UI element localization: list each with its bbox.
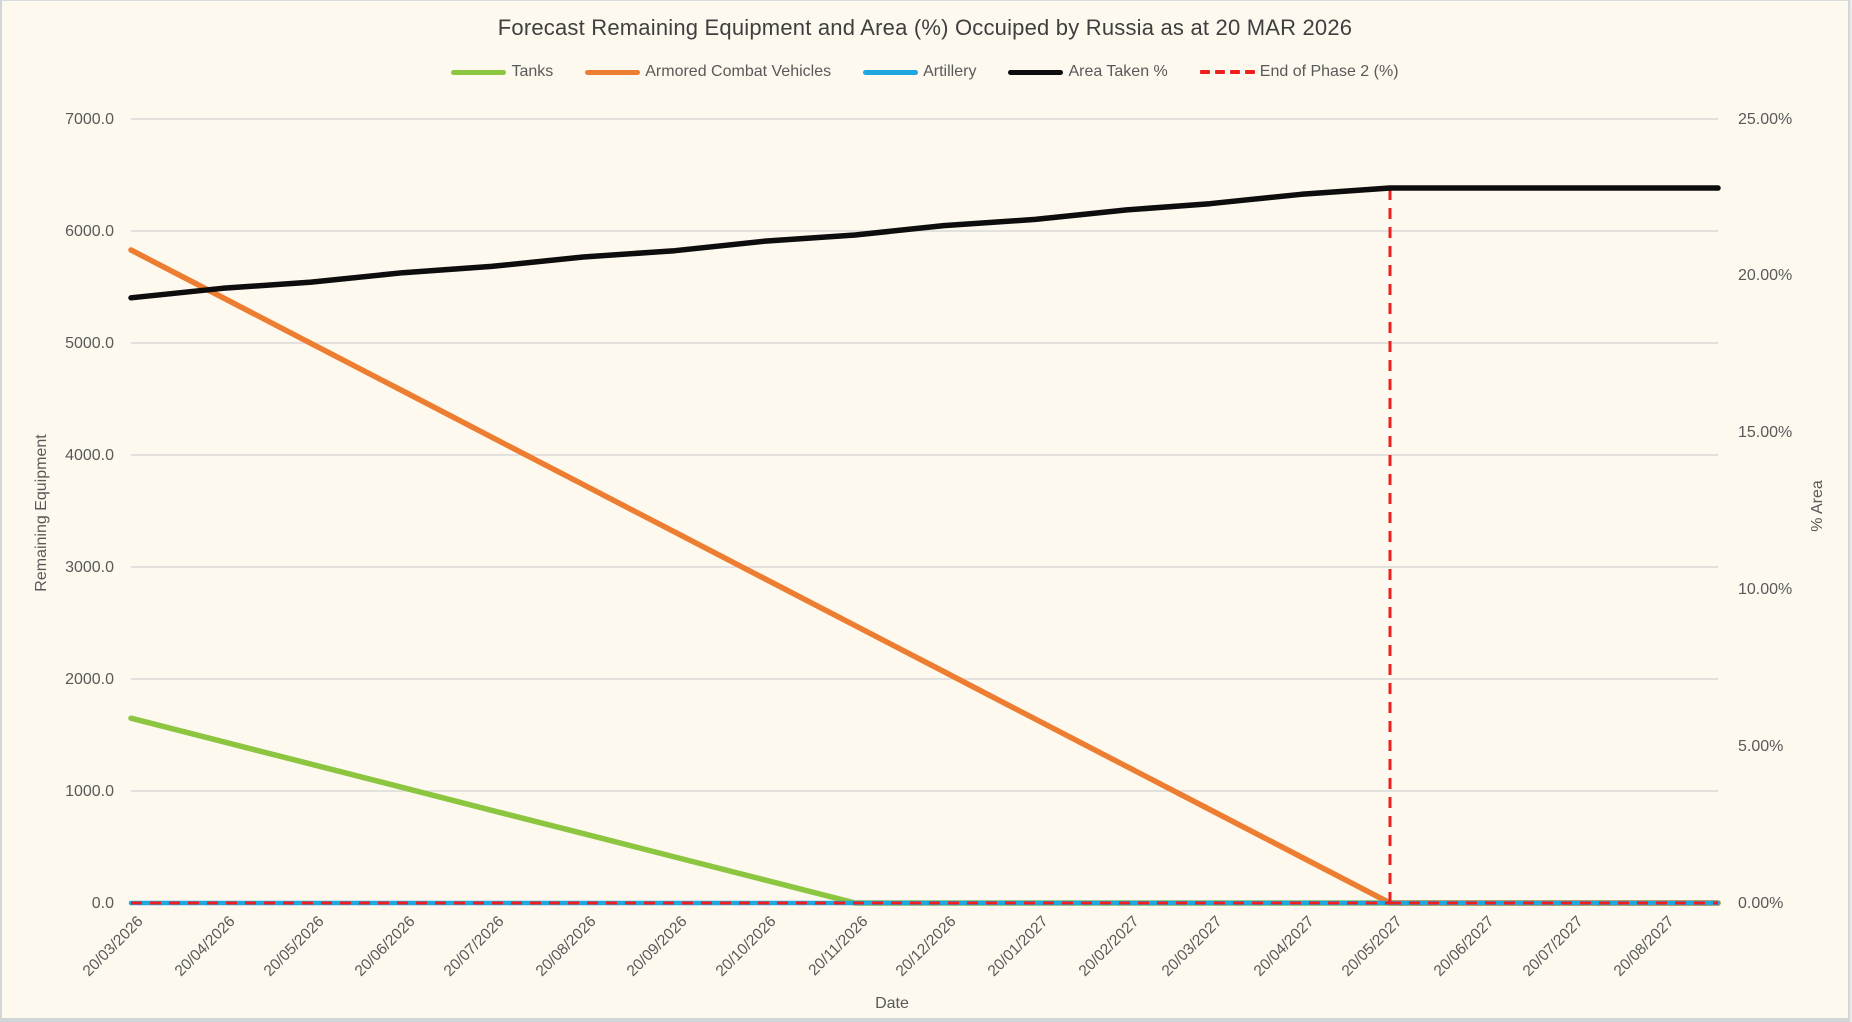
legend-label: Artillery <box>923 63 977 80</box>
legend-item-armored-combat-vehicles: Armored Combat Vehicles <box>585 63 831 81</box>
y-right-tick-label: 20.00% <box>1738 267 1793 285</box>
y-right-tick-label: 15.00% <box>1738 424 1793 442</box>
legend-item-tanks: Tanks <box>451 63 553 81</box>
y-left-tick-label: 3000.0 <box>65 558 114 576</box>
y-right-tick-label: 5.00% <box>1738 737 1784 755</box>
legend-label: Armored Combat Vehicles <box>645 63 832 80</box>
y-left-tick-label: 1000.0 <box>65 782 114 800</box>
legend-item-artillery: Artillery <box>863 63 976 81</box>
legend-line-swatch <box>1008 69 1064 75</box>
series-line-end-of-phase-2 <box>131 188 1718 905</box>
x-axis-title: Date <box>875 995 909 1012</box>
legend-line-swatch <box>585 69 641 75</box>
series-line-armored-combat-vehicles <box>128 247 1721 906</box>
y-right-tick-label: 25.00% <box>1738 110 1793 128</box>
y-left-tick-label: 7000.0 <box>65 110 114 128</box>
y-left-tick-label: 4000.0 <box>65 446 114 464</box>
chart-title: Forecast Remaining Equipment and Area (%… <box>497 15 1353 40</box>
y-left-tick-label: 6000.0 <box>65 222 114 240</box>
legend-label: End of Phase 2 (%) <box>1259 63 1399 80</box>
series-line-tanks <box>128 715 1721 906</box>
legend-line-swatch <box>451 69 507 75</box>
y-right-tick-label: 10.00% <box>1738 580 1793 598</box>
y-left-tick-label: 5000.0 <box>65 334 114 352</box>
legend-label: Area Taken % <box>1068 63 1168 80</box>
y-axis-title-right: % Area <box>1809 480 1826 532</box>
legend-label: Tanks <box>511 63 554 80</box>
series-line-area-taken <box>128 185 1721 301</box>
legend-line-swatch <box>863 69 919 75</box>
legend-item-area-taken: Area Taken % <box>1008 63 1168 81</box>
legend-dashed-line-swatch <box>1199 70 1255 74</box>
y-right-tick-label: 0.00% <box>1738 894 1784 912</box>
y-axis-title-left: Remaining Equipment <box>33 434 50 592</box>
legend: Tanks Armored Combat Vehicles Artillery Are… <box>2 63 1848 81</box>
y-left-tick-label: 2000.0 <box>65 670 114 688</box>
y-left-tick-label: 0.0 <box>91 894 114 912</box>
legend-item-end-of-phase-2: End of Phase 2 (%) <box>1199 63 1399 81</box>
